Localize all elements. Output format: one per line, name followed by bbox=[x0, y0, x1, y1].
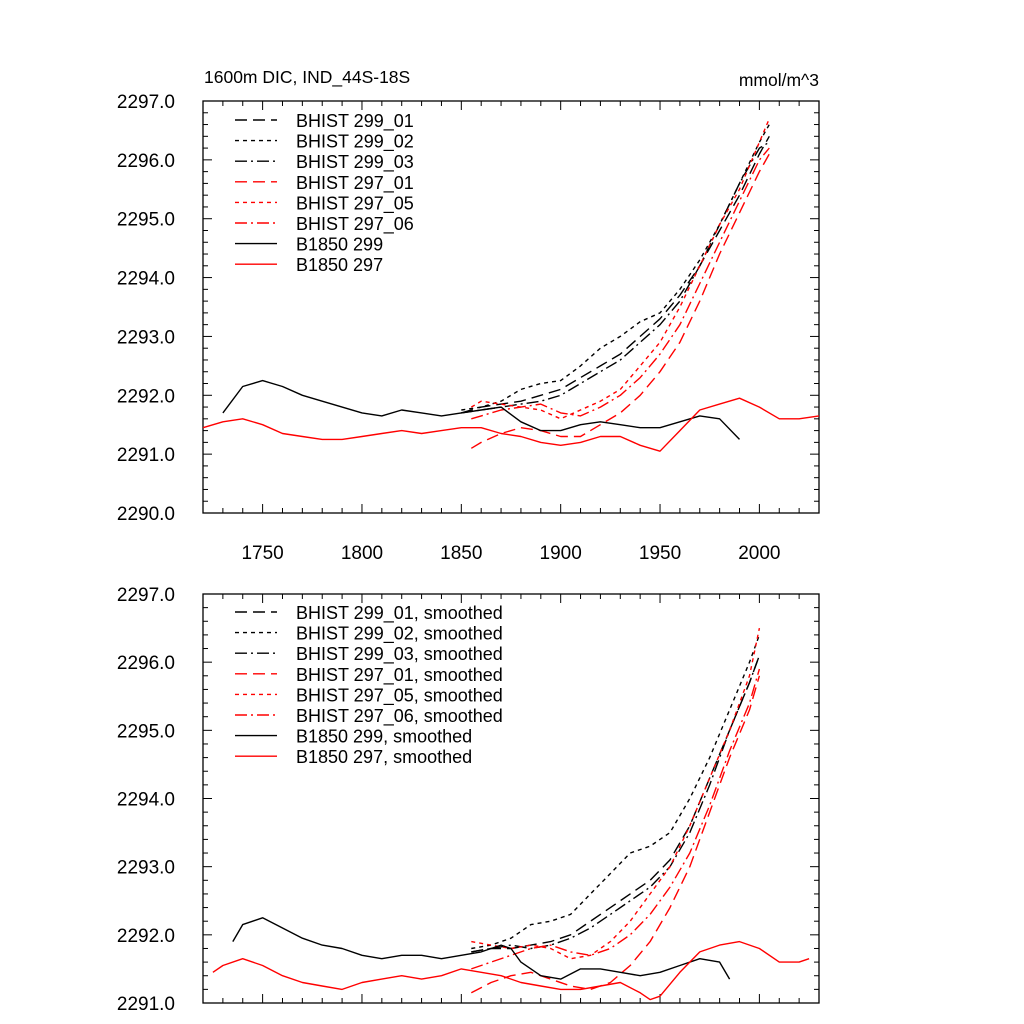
top-legend-label: B1850 299 bbox=[296, 235, 383, 255]
bottom-series-line-4 bbox=[470, 675, 761, 994]
top-legend-label: BHIST 297_05 bbox=[296, 193, 414, 214]
top-legend-label: BHIST 299_02 bbox=[296, 132, 414, 153]
bottom-legend-label: B1850 297, smoothed bbox=[296, 747, 472, 767]
top-ytick-label: 2293.0 bbox=[117, 327, 175, 348]
top-series-line-5 bbox=[470, 118, 770, 420]
top-title: 1600m DIC, IND_44S-18S bbox=[204, 67, 410, 88]
top-series-line-4 bbox=[470, 153, 770, 449]
bottom-ytick-label: 2296.0 bbox=[117, 653, 175, 674]
bottom-ytick-label: 2291.0 bbox=[117, 994, 175, 1015]
bottom-legend-label: BHIST 299_01, smoothed bbox=[296, 603, 503, 624]
top-ytick-label: 2292.0 bbox=[117, 386, 175, 407]
top-xtick-label: 1850 bbox=[440, 543, 482, 564]
top-series-line-3 bbox=[461, 141, 770, 414]
top-ytick-label: 2294.0 bbox=[117, 269, 175, 290]
top-xtick-label: 1900 bbox=[540, 543, 582, 564]
top-series-line-2 bbox=[461, 124, 770, 411]
bottom-lines bbox=[212, 627, 810, 1001]
bottom-ytick-label: 2292.0 bbox=[117, 926, 175, 947]
top-legend-label: BHIST 297_06 bbox=[296, 214, 414, 235]
bottom-legend-label: BHIST 297_06, smoothed bbox=[296, 706, 503, 727]
bottom-legend-label: BHIST 297_05, smoothed bbox=[296, 685, 503, 706]
bottom-ytick-label: 2294.0 bbox=[117, 790, 175, 811]
bottom-legend-label: BHIST 299_02, smoothed bbox=[296, 624, 503, 645]
top-legend-label: BHIST 299_01 bbox=[296, 111, 414, 132]
bottom-series-line-7 bbox=[232, 917, 731, 980]
top-xtick-label: 1800 bbox=[341, 543, 383, 564]
bottom-legend-label: B1850 299, smoothed bbox=[296, 727, 472, 747]
bottom-legend-label: BHIST 299_03, smoothed bbox=[296, 644, 503, 665]
top-xtick-label: 1950 bbox=[639, 543, 681, 564]
top-xtick-label: 1750 bbox=[241, 543, 283, 564]
top-units-label: mmol/m^3 bbox=[739, 70, 819, 90]
top-series-line-6 bbox=[471, 147, 770, 420]
bottom-panel: 2291.0 2292.0 2293.0 2294.0 2295.0 2296.0 2297… bbox=[117, 585, 820, 1015]
top-legend-label: B1850 297 bbox=[296, 255, 383, 275]
bottom-axes: 2291.0 2292.0 2293.0 2294.0 2295.0 2296.0 2297… bbox=[117, 585, 820, 1015]
bottom-series-line-3 bbox=[471, 655, 761, 953]
top-ytick-label: 2295.0 bbox=[117, 210, 175, 231]
bottom-legend-label: BHIST 297_01, smoothed bbox=[296, 665, 503, 686]
top-legend-label: BHIST 299_03 bbox=[296, 152, 414, 173]
top-ytick-label: 2296.0 bbox=[117, 151, 175, 172]
bottom-series-line-2 bbox=[471, 634, 761, 950]
top-legend-label: BHIST 297_01 bbox=[296, 173, 414, 194]
bottom-ytick-label: 2293.0 bbox=[117, 858, 175, 879]
top-ytick-label: 2290.0 bbox=[117, 504, 175, 525]
top-xtick-label: 2000 bbox=[738, 543, 780, 564]
top-series-line-7 bbox=[222, 379, 741, 440]
top-panel: 1600m DIC, IND_44S-18S mmol/m^3 1750 1800… bbox=[117, 67, 820, 564]
top-plot-frame bbox=[202, 100, 820, 514]
bottom-series-line-1 bbox=[471, 655, 761, 953]
top-ytick-label: 2297.0 bbox=[117, 92, 175, 113]
bottom-ytick-label: 2295.0 bbox=[117, 721, 175, 742]
top-axes: 1750 1800 1850 1900 1950 2000 2290.0 2291.0 2292… bbox=[117, 92, 820, 564]
top-ytick-label: 2291.0 bbox=[117, 445, 175, 466]
top-lines bbox=[202, 118, 820, 452]
bottom-series-line-5 bbox=[471, 627, 761, 960]
bottom-series-line-8 bbox=[212, 940, 810, 1001]
top-series-line-1 bbox=[461, 135, 770, 414]
top-series-line-8 bbox=[202, 397, 820, 452]
bottom-series-line-6 bbox=[471, 668, 761, 970]
bottom-ytick-label: 2297.0 bbox=[117, 585, 175, 606]
